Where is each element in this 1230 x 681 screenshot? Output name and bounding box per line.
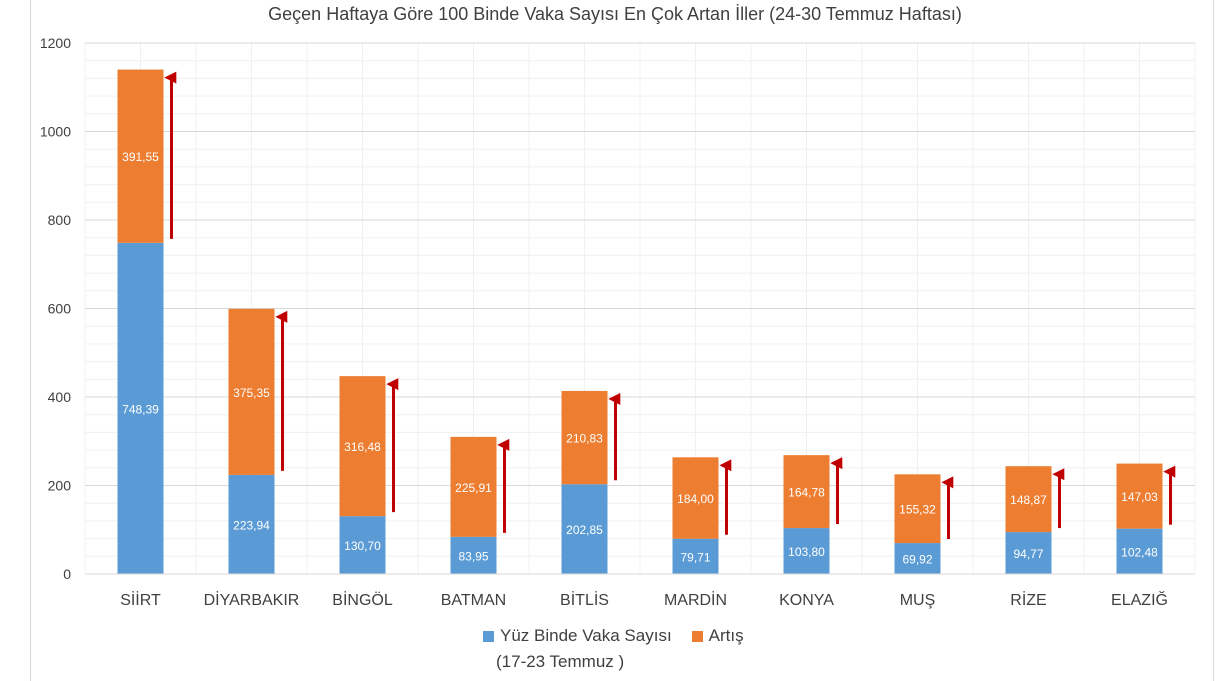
y-tick-label: 0 — [63, 566, 71, 582]
x-tick-label: DİYARBAKIR — [204, 590, 300, 609]
bar-base-7 — [894, 543, 941, 574]
bar-increase-3 — [450, 436, 497, 537]
legend-label-increase: Artış — [708, 626, 744, 645]
bar-base-2 — [339, 516, 386, 574]
bar-increase-0 — [117, 69, 164, 243]
bar-base-8 — [1005, 532, 1052, 574]
x-tick-label: ELAZIĞ — [1111, 590, 1168, 609]
data-label-base: 79,71 — [680, 550, 710, 564]
data-label-base: 94,77 — [1013, 547, 1043, 561]
bar-base-5 — [672, 538, 719, 574]
bar-base-1 — [228, 474, 275, 574]
bar-increase-5 — [672, 457, 719, 539]
bar-increase-7 — [894, 474, 941, 544]
bar-base-0 — [117, 242, 164, 575]
x-tick-label: MUŞ — [900, 592, 936, 609]
y-tick-label: 1000 — [40, 124, 71, 140]
legend-label-base: Yüz Binde Vaka Sayısı — [500, 626, 672, 645]
data-label-increase: 148,87 — [1010, 493, 1047, 507]
y-tick-label: 200 — [48, 478, 72, 494]
data-label-increase: 391,55 — [122, 150, 159, 164]
data-label-increase: 225,91 — [455, 481, 492, 495]
chart-frame — [30, 0, 1214, 681]
data-label-increase: 155,32 — [899, 503, 936, 517]
legend-label-base-period: (17-23 Temmuz ) — [496, 652, 625, 671]
data-label-base: 202,85 — [566, 523, 603, 537]
y-tick-label: 1200 — [40, 35, 71, 51]
chart-legend: Yüz Binde Vaka Sayısı Artış (17-23 Temmu… — [483, 623, 744, 675]
data-label-base: 130,70 — [344, 539, 381, 553]
x-tick-label: MARDİN — [664, 590, 727, 609]
bar-base-6 — [783, 528, 830, 574]
data-label-increase: 210,83 — [566, 432, 603, 446]
x-tick-label: SİİRT — [120, 590, 161, 609]
bar-increase-6 — [783, 455, 830, 529]
data-label-increase: 375,35 — [233, 386, 270, 400]
data-label-increase: 147,03 — [1121, 490, 1158, 504]
x-tick-label: BİTLİS — [560, 590, 609, 609]
data-label-base: 69,92 — [902, 553, 932, 567]
legend-swatch-increase — [691, 630, 703, 642]
x-tick-label: BİNGÖL — [332, 590, 393, 609]
bar-increase-9 — [1116, 463, 1163, 529]
data-label-base: 748,39 — [122, 402, 159, 416]
bar-base-3 — [450, 536, 497, 574]
data-label-base: 223,94 — [233, 518, 270, 532]
bar-increase-2 — [339, 376, 386, 517]
bar-base-9 — [1116, 528, 1163, 574]
legend-swatch-base — [483, 630, 494, 642]
data-label-base: 83,95 — [458, 549, 488, 563]
y-tick-label: 400 — [48, 389, 72, 405]
x-tick-label: RİZE — [1010, 590, 1046, 609]
data-label-increase: 184,00 — [677, 492, 714, 506]
data-label-increase: 316,48 — [344, 440, 381, 454]
bar-increase-1 — [228, 308, 275, 475]
y-tick-label: 800 — [48, 212, 72, 228]
chart-title: Geçen Haftaya Göre 100 Binde Vaka Sayısı… — [268, 4, 962, 24]
bar-increase-4 — [561, 390, 608, 485]
x-tick-label: BATMAN — [441, 592, 506, 609]
y-tick-label: 600 — [48, 301, 72, 317]
data-label-base: 103,80 — [788, 545, 825, 559]
x-tick-label: KONYA — [779, 592, 834, 609]
bar-increase-8 — [1005, 466, 1052, 533]
data-label-base: 102,48 — [1121, 545, 1158, 559]
data-label-increase: 164,78 — [788, 486, 825, 500]
bar-base-4 — [561, 484, 608, 574]
